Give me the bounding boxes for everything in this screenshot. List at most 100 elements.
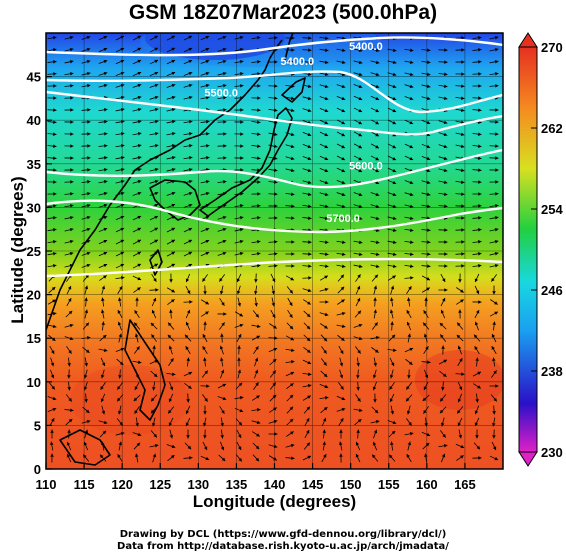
wind-arrow — [166, 444, 176, 449]
wind-arrow — [438, 168, 448, 173]
wind-arrow — [387, 119, 397, 125]
wind-arrow — [302, 216, 312, 220]
asia-coastline — [46, 39, 283, 331]
wind-arrow — [389, 369, 394, 379]
wind-arrow — [304, 429, 310, 439]
wind-arrow — [200, 239, 210, 245]
wind-arrow — [303, 406, 311, 414]
wind-arrow — [355, 346, 361, 354]
wind-arrow — [200, 251, 210, 257]
wind-arrow — [47, 96, 57, 100]
wind-arrow — [268, 444, 278, 449]
wind-arrow — [47, 35, 57, 40]
contour-5400-north — [46, 36, 503, 57]
wind-arrow — [203, 405, 207, 415]
wind-arrow — [117, 405, 122, 415]
wind-arrow — [235, 418, 243, 426]
wind-arrow — [372, 441, 378, 451]
wind-arrow — [83, 369, 88, 379]
wind-arrow — [149, 95, 159, 100]
wind-arrow — [339, 357, 344, 367]
wind-arrow — [319, 192, 329, 197]
wind-arrow — [474, 309, 480, 319]
hokkaido-coastline — [281, 77, 306, 103]
wind-arrow — [489, 144, 499, 148]
wind-arrow — [184, 334, 192, 342]
wind-arrow — [218, 274, 226, 282]
wind-arrow — [285, 204, 295, 208]
wind-arrow — [47, 180, 57, 184]
wind-arrow — [217, 96, 227, 100]
wind-arrow — [166, 71, 176, 77]
wind-arrow — [406, 321, 412, 331]
wind-arrow — [185, 309, 191, 319]
wind-arrow — [285, 144, 295, 149]
wind-arrow — [117, 285, 123, 295]
wind-arrow — [355, 274, 361, 282]
wind-arrow — [81, 156, 91, 160]
wind-arrow — [166, 59, 176, 65]
wind-arrow — [166, 239, 176, 245]
wind-arrow — [353, 155, 363, 161]
wind-arrow — [355, 394, 361, 402]
wind-arrow — [407, 333, 412, 343]
wind-arrow — [472, 216, 482, 220]
colorbar-tick-label: 246 — [541, 283, 563, 298]
wind-arrow — [355, 285, 361, 295]
wind-arrow — [66, 346, 72, 354]
wind-arrow — [166, 107, 176, 112]
wind-arrow — [98, 348, 108, 353]
wind-arrow — [355, 453, 361, 463]
colorbar-ticks: 270 262 254 246 238 230 — [531, 40, 563, 460]
wind-arrow — [185, 321, 191, 331]
wind-arrow — [457, 381, 463, 391]
wind-arrow — [353, 84, 363, 89]
wind-arrow — [268, 455, 278, 461]
wind-arrow — [166, 251, 176, 257]
wind-arrow — [353, 167, 363, 173]
colorbar-tick-label: 238 — [541, 364, 563, 379]
wind-arrow — [472, 264, 482, 268]
wind-arrow — [219, 357, 224, 367]
wind-arrow — [185, 285, 191, 295]
wind-arrow — [389, 309, 394, 319]
wind-arrow — [338, 345, 344, 355]
wind-arrow — [134, 453, 139, 463]
wind-arrow — [270, 309, 276, 319]
wind-arrow — [319, 72, 329, 77]
wind-arrow — [387, 275, 397, 281]
wind-arrow — [387, 179, 397, 185]
wind-arrow — [132, 35, 142, 41]
wind-arrow — [492, 357, 496, 367]
wind-arrow — [203, 285, 207, 295]
wind-arrow — [82, 454, 90, 462]
wind-arrow — [407, 441, 412, 451]
wind-arrow — [457, 345, 462, 355]
wind-arrow — [65, 394, 73, 402]
wind-arrow — [338, 417, 344, 427]
wind-arrow — [455, 48, 465, 52]
wind-arrow — [370, 264, 380, 269]
wind-arrow — [490, 299, 498, 305]
wind-arrow — [404, 228, 414, 232]
wind-arrow — [217, 47, 227, 52]
x-tick-label: 160 — [416, 477, 438, 492]
wind-arrow — [200, 83, 210, 88]
wind-arrow — [421, 180, 431, 185]
wind-arrow — [151, 297, 157, 307]
wind-arrow — [370, 107, 380, 113]
wind-arrow — [491, 274, 497, 282]
wind-arrow — [234, 35, 244, 40]
wind-arrow — [84, 309, 89, 319]
wind-arrow — [472, 36, 482, 40]
wind-arrow — [421, 252, 431, 256]
wind-arrow — [438, 264, 448, 268]
wind-arrow — [47, 168, 57, 172]
contour-label: 5400.0 — [349, 41, 383, 53]
wind-arrow — [285, 156, 295, 161]
wind-arrow — [353, 95, 363, 101]
wind-arrow — [234, 227, 244, 232]
wind-arrow — [132, 47, 142, 53]
wind-arrow — [149, 191, 159, 196]
wind-arrow — [356, 429, 360, 439]
